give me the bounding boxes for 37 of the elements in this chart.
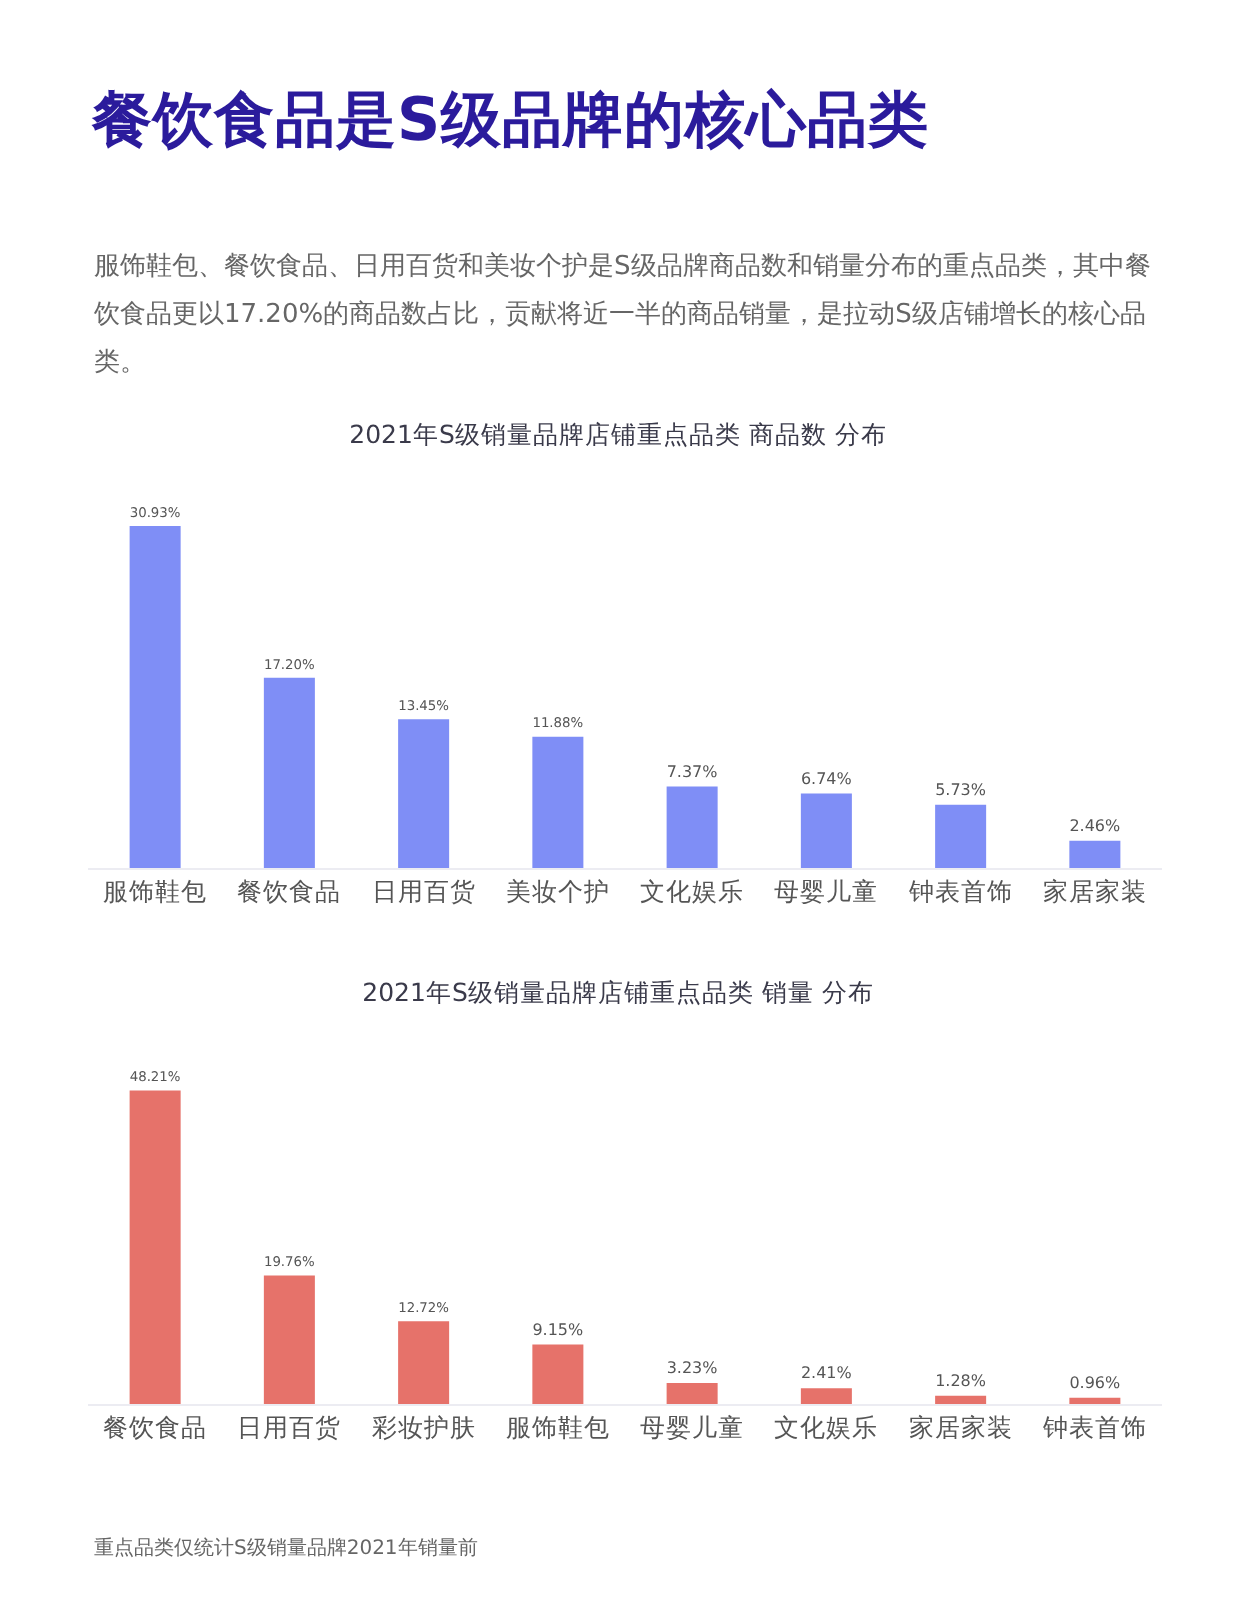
x-tick-label: 彩妆护肤 xyxy=(371,1412,476,1442)
bar xyxy=(532,736,584,868)
bar xyxy=(800,1388,852,1404)
x-tick-label: 母婴儿童 xyxy=(774,876,879,906)
bar xyxy=(800,793,852,868)
x-tick-label: 钟表首饰 xyxy=(906,876,1013,906)
x-tick-label: 日用百货 xyxy=(371,876,476,906)
bar xyxy=(263,677,315,868)
bar xyxy=(129,1090,181,1404)
text: 餐饮食品是S级品牌的核心品类 xyxy=(92,84,930,160)
x-tick-label: 钟表首饰 xyxy=(1040,1412,1147,1442)
x-tick-label: 家居家装 xyxy=(1042,876,1147,906)
x-tick-label: 服饰鞋包 xyxy=(505,1412,610,1442)
x-tick-label: 文化娱乐 xyxy=(640,876,745,906)
x-tick-label: 家居家装 xyxy=(908,1412,1013,1442)
bar xyxy=(666,1383,718,1404)
x-tick-label: 服饰鞋包 xyxy=(103,876,208,906)
chart-title: 2021年S级销量品牌店铺重点品类 商品数 分布 xyxy=(349,418,887,449)
bar xyxy=(666,786,718,868)
x-tick-label: 美妆个护 xyxy=(505,876,610,906)
text: 重点品类仅统计S级销量品牌2021年销量前 xyxy=(94,1535,478,1562)
chart-title: 2021年S级销量品牌店铺重点品类 销量 分布 xyxy=(362,976,874,1007)
bar xyxy=(129,526,181,868)
bar xyxy=(263,1275,315,1404)
bar xyxy=(532,1344,584,1404)
bar xyxy=(1069,840,1121,868)
bar xyxy=(1069,1397,1121,1404)
x-tick-label: 母婴儿童 xyxy=(640,1412,745,1442)
x-tick-label: 餐饮食品 xyxy=(103,1412,208,1442)
x-tick-label: 日用百货 xyxy=(237,1412,342,1442)
x-tick-label: 文化娱乐 xyxy=(774,1412,879,1442)
bar xyxy=(398,719,450,868)
bar xyxy=(935,804,987,868)
bar xyxy=(935,1395,987,1404)
text: 服饰鞋包、餐饮食品、日用百货和美妆个护是S级品牌商品数和销量分布的重点品类，其中餐饮食品更以17.20%的商品数占比，贡献将近一半的商品销量，是拉动S级店铺增长的核心品类。 xyxy=(94,250,1153,382)
x-tick-label: 餐饮食品 xyxy=(237,876,342,906)
bar xyxy=(398,1321,450,1404)
